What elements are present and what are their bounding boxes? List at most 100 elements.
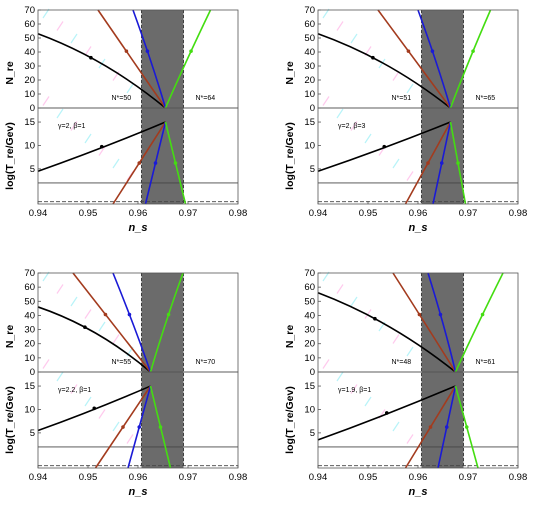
y-tick-label-bottom: 10: [304, 404, 315, 415]
nre-arrow-0: [83, 325, 87, 330]
y-tick-label-top: 0: [30, 103, 35, 114]
hatch-mark: [126, 83, 134, 94]
logT-arrow-0: [384, 411, 389, 415]
params-label: γ=1.9, β=1: [338, 387, 371, 394]
nre-arrow-3: [189, 49, 193, 53]
nre-arrow-3: [471, 49, 475, 53]
hatch-mark: [406, 83, 414, 94]
nre-arrow-0: [373, 316, 377, 321]
hatch-mark: [112, 158, 120, 169]
nre-arrow-3: [480, 312, 485, 317]
logT-arrow-3: [158, 425, 163, 429]
nre-curve-3: [149, 272, 184, 373]
x-tick-label: 0.94: [29, 472, 48, 483]
nre-arrow-2: [127, 312, 132, 317]
nstar-right-label: N*=70: [196, 359, 216, 366]
nstar-right-label: N*=65: [476, 95, 496, 102]
hatch-mark: [70, 296, 78, 307]
y-tick-label-bottom: 15: [24, 381, 35, 392]
hatch-mark: [42, 96, 50, 106]
chart-panel-4: 0 10 20 30 40 50 60 70 5 10 15 0.94 0.95 0.96 0.97 0.98…: [284, 268, 527, 498]
y-tick-label-top: 20: [24, 75, 35, 86]
nre-arrow-3: [166, 312, 171, 317]
hatch-mark: [350, 384, 358, 394]
nre-arrow-2: [438, 312, 443, 317]
y-tick-label-top: 0: [310, 103, 315, 114]
y-tick-label-bottom: 10: [304, 140, 315, 151]
nre-curve-0: [317, 33, 451, 109]
y-axis-label-top: N_re: [284, 325, 296, 349]
y-tick-label-top: 20: [24, 339, 35, 350]
background-hatch: [322, 271, 414, 444]
x-tick-label: 0.96: [129, 208, 148, 219]
nre-curve-0: [37, 306, 152, 373]
x-axis-label: n_s: [129, 486, 148, 498]
nre-curve-3: [449, 9, 492, 109]
y-tick-label-top: 10: [304, 353, 315, 364]
y-tick-label-top: 30: [304, 61, 315, 72]
hatch-mark: [336, 284, 344, 294]
y-axis-label-top: N_re: [4, 325, 16, 349]
x-tick-label: 0.94: [29, 208, 48, 219]
logT-arrow-0: [99, 144, 104, 149]
nre-arrow-1: [406, 49, 411, 53]
hatch-mark: [42, 271, 50, 282]
nre-curve-2: [112, 272, 152, 373]
logT-arrow-3: [456, 161, 460, 165]
y-tick-label-top: 60: [304, 282, 315, 293]
hatch-mark: [112, 334, 120, 344]
x-tick-label: 0.98: [229, 208, 248, 219]
hatch-mark: [112, 421, 120, 432]
x-tick-label: 0.95: [79, 472, 98, 483]
nre-arrow-1: [417, 312, 422, 317]
y-axis-label-bottom: log(T_re/Gev): [284, 386, 296, 454]
x-tick-label: 0.96: [129, 472, 148, 483]
nre-curve-0: [37, 33, 167, 109]
x-axis-label: n_s: [129, 222, 148, 234]
nre-curve-1: [97, 9, 167, 109]
x-tick-label: 0.98: [229, 472, 248, 483]
hatch-mark: [406, 434, 414, 444]
y-tick-label-top: 20: [304, 75, 315, 86]
nre-curve-1: [72, 272, 152, 373]
x-tick-label: 0.95: [359, 472, 378, 483]
logT-arrow-3: [464, 425, 469, 429]
nstar-left-label: N*=50: [112, 95, 132, 102]
hatch-mark: [392, 71, 400, 81]
hatch-mark: [98, 321, 106, 332]
y-tick-label-top: 10: [24, 353, 35, 364]
planck-band: [421, 10, 464, 204]
hatch-mark: [42, 359, 50, 369]
chart-panel-2: 0 10 20 30 40 50 60 70 5 10 15 0.94 0.95 0.96 0.97 0.98…: [284, 5, 527, 234]
hatch-mark: [84, 133, 92, 144]
nre-arrow-2: [430, 49, 435, 53]
y-tick-label-top: 50: [304, 296, 315, 307]
y-tick-label-top: 30: [24, 61, 35, 72]
planck-band: [421, 273, 464, 468]
hatch-mark: [322, 96, 330, 106]
logT-arrow-1: [137, 161, 142, 165]
hatch-mark: [126, 434, 134, 444]
y-tick-label-bottom: 5: [310, 164, 315, 175]
nre-curve-3: [164, 9, 212, 109]
hatch-mark: [392, 334, 400, 344]
y-tick-label-top: 0: [310, 367, 315, 378]
background-hatch: [42, 271, 134, 444]
hatch-mark: [98, 146, 106, 156]
y-tick-label-bottom: 10: [24, 140, 35, 151]
hatch-mark: [70, 121, 78, 131]
hatch-mark: [392, 421, 400, 432]
y-tick-label-top: 70: [304, 5, 315, 16]
x-axis-label: n_s: [409, 486, 428, 498]
y-tick-label-top: 70: [24, 268, 35, 279]
nstar-right-label: N*=61: [476, 359, 496, 366]
nstar-left-label: N*=48: [392, 359, 412, 366]
x-tick-label: 0.97: [459, 472, 478, 483]
params-label: γ=2, β=3: [338, 123, 365, 130]
x-tick-label: 0.97: [179, 472, 198, 483]
y-tick-label-bottom: 15: [304, 117, 315, 128]
x-tick-label: 0.98: [509, 472, 528, 483]
hatch-mark: [56, 21, 64, 31]
y-tick-label-top: 40: [24, 310, 35, 321]
